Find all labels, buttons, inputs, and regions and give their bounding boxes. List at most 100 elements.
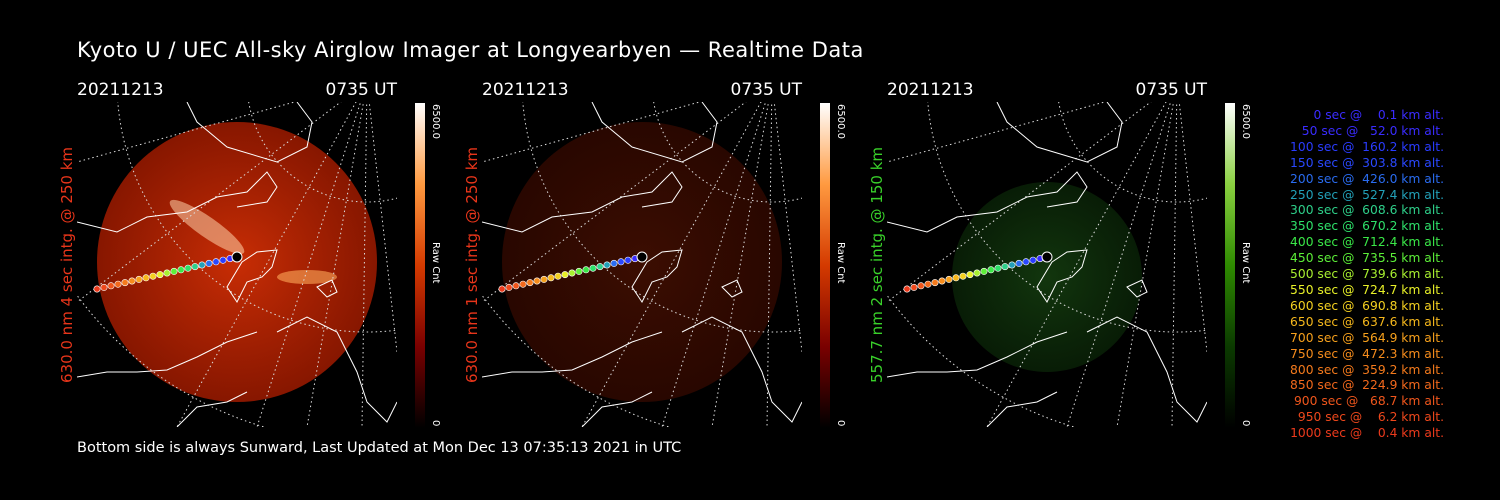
trajectory-point [980, 267, 988, 275]
coastline [887, 171, 1088, 233]
coastline [721, 279, 743, 298]
trajectory-point [184, 264, 192, 272]
trajectory-point [107, 282, 115, 290]
trajectory-point [170, 267, 178, 275]
coastline [1126, 279, 1148, 298]
trajectory-point [121, 279, 129, 287]
legend-entry: 500 sec @ 739.6 km alt. [1286, 267, 1444, 282]
trajectory-point [624, 256, 632, 264]
trajectory-point [177, 266, 185, 274]
panel-1-colorbar [415, 103, 425, 428]
legend-entry: 200 sec @ 426.0 km alt. [1286, 171, 1444, 186]
trajectory-point [198, 261, 206, 269]
trajectory-point [219, 256, 227, 264]
trajectory-point [910, 283, 918, 291]
trajectory-point [582, 266, 590, 274]
coastline [176, 391, 248, 427]
legend-entry: 600 sec @ 690.8 km alt. [1286, 298, 1444, 313]
legend-entry: 550 sec @ 724.7 km alt. [1286, 282, 1444, 297]
legend-entry: 350 sec @ 670.2 km alt. [1286, 219, 1444, 234]
legend-entry: 900 sec @ 68.7 km alt. [1290, 394, 1444, 409]
legend-entry: 1000 sec @ 0.4 km alt. [1290, 426, 1444, 441]
page-title: Kyoto U / UEC All-sky Airglow Imager at … [77, 38, 864, 62]
coastline [1036, 249, 1088, 303]
trajectory-point [952, 274, 960, 282]
coastline [887, 331, 1068, 378]
legend-entry: 950 sec @ 6.2 km alt. [1293, 410, 1444, 425]
coastline [226, 249, 278, 303]
trajectory-point [533, 277, 541, 285]
trajectory-point [561, 271, 569, 279]
trajectory-point [610, 259, 618, 267]
panel-1: 20211213 0735 UT [77, 80, 417, 430]
legend-entry: 50 sec @ 52.0 km alt. [1293, 123, 1444, 138]
trajectory-point [205, 259, 213, 267]
trajectory-point [603, 261, 611, 269]
grid-circle [117, 102, 397, 333]
legend-entry: 700 sec @ 564.9 km alt. [1286, 330, 1444, 345]
coastline [581, 391, 653, 427]
grid-circle [1058, 102, 1207, 203]
legend-entry: 400 sec @ 712.4 km alt. [1286, 235, 1444, 250]
legend-entry: 850 sec @ 224.9 km alt. [1286, 378, 1444, 393]
legend-entry: 150 sec @ 303.8 km alt. [1286, 155, 1444, 170]
trajectory-point [1022, 258, 1030, 266]
trajectory-point [554, 272, 562, 280]
grid-line [773, 102, 802, 353]
grid-line [256, 102, 362, 427]
panel-2-cbar-min: 0 [835, 420, 846, 427]
trajectory-point [575, 267, 583, 275]
trajectory-point [1001, 263, 1009, 271]
legend-entry: 250 sec @ 527.4 km alt. [1286, 187, 1444, 202]
trajectory-point [156, 271, 164, 279]
coastline [482, 331, 663, 378]
legend-entry: 100 sec @ 160.2 km alt. [1286, 139, 1444, 154]
trajectory-point [540, 275, 548, 283]
coastline [591, 102, 718, 163]
station-marker [636, 251, 648, 263]
panel-1-cbar-min: 0 [430, 420, 441, 427]
trajectory-point [135, 275, 143, 283]
coastline [77, 331, 258, 378]
coastline [186, 102, 313, 163]
trajectory-point [498, 285, 506, 293]
grid-line [368, 102, 397, 353]
trajectory-point [519, 280, 527, 288]
trajectory-point [959, 272, 967, 280]
panel-3-time: 0735 UT [1135, 80, 1208, 100]
panel-3-cbar-max: 6500.0 [1240, 104, 1251, 139]
trajectory-point [191, 263, 199, 271]
trajectory-point [987, 266, 995, 274]
aurora-streak [169, 199, 245, 255]
coastline [1086, 316, 1207, 423]
legend-entry: 0 sec @ 0.1 km alt. [1301, 108, 1444, 122]
panel-3-colorbar [1225, 103, 1235, 428]
trajectory-point [1008, 261, 1016, 269]
coastline [77, 171, 278, 233]
panel-3-date: 20211213 [887, 80, 974, 100]
coastline [681, 316, 802, 423]
trajectory-point [589, 264, 597, 272]
trajectory-point [526, 279, 534, 287]
trajectory-point [903, 285, 911, 293]
trajectory-point [973, 269, 981, 277]
panel-3-cbar-min: 0 [1240, 420, 1251, 427]
station-marker [1041, 251, 1053, 263]
panel-3: 20211213 0735 UT [887, 80, 1227, 430]
trajectory-point [994, 264, 1002, 272]
trajectory-point [149, 272, 157, 280]
footer-note: Bottom side is always Sunward, Last Upda… [77, 440, 682, 456]
panel-2-sky-image [482, 102, 802, 427]
trajectory-point [512, 282, 520, 290]
trajectory-point [163, 269, 171, 277]
panel-2-colorbar [820, 103, 830, 428]
panel-1-date: 20211213 [77, 80, 164, 100]
panel-2-ylabel: 630.0 nm 1 sec intg. @ 250 km [463, 146, 481, 384]
trajectory-point [617, 258, 625, 266]
panel-1-cbar-label: Raw Cnt [430, 242, 441, 284]
coastline [996, 102, 1123, 163]
grid-line [887, 102, 1107, 163]
panel-2-cbar-label: Raw Cnt [835, 242, 846, 284]
trajectory-point [1015, 259, 1023, 267]
legend-entry: 450 sec @ 735.5 km alt. [1286, 251, 1444, 266]
